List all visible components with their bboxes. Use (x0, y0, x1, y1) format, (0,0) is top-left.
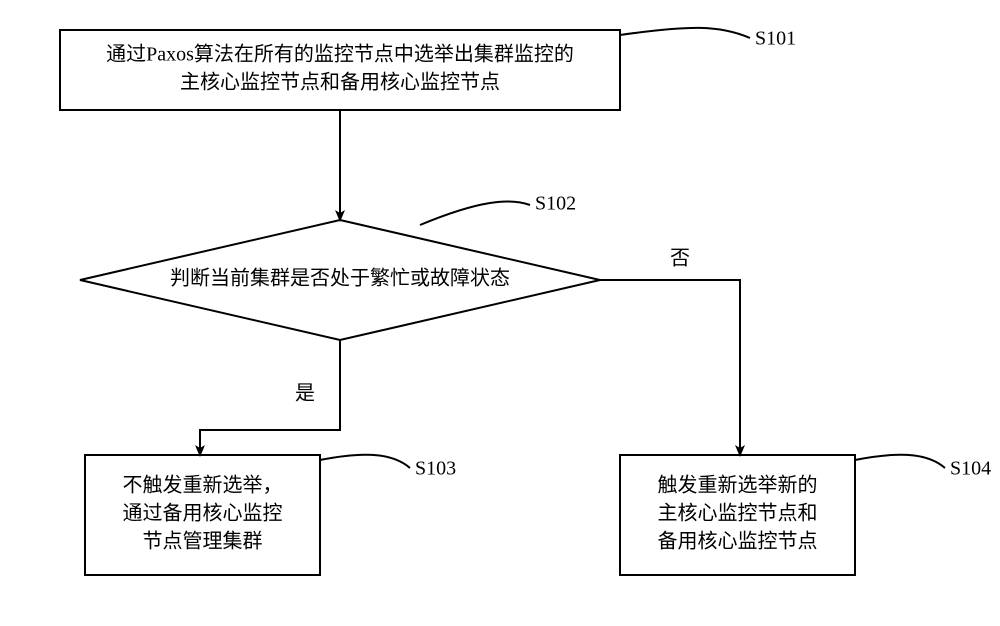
callout-n3 (320, 455, 410, 468)
node-n3-text-line-2: 节点管理集群 (143, 530, 263, 553)
flowchart-diagram: 通过Paxos算法在所有的监控节点中选举出集群监控的主核心监控节点和备用核心监控… (0, 0, 1000, 626)
node-n1-text-line-0: 通过Paxos算法在所有的监控节点中选举出集群监控的 (106, 43, 574, 66)
node-n1-text-line-1: 主核心监控节点和备用核心监控节点 (180, 71, 500, 94)
node-n1 (60, 30, 620, 110)
edge-label-2: 否 (670, 248, 690, 270)
node-n2-text-line-0: 判断当前集群是否处于繁忙或故障状态 (170, 267, 510, 290)
node-n4-text-line-2: 备用核心监控节点 (658, 530, 818, 553)
step-label-n4: S104 (950, 458, 991, 480)
node-n4-text-line-1: 主核心监控节点和 (658, 502, 818, 525)
step-label-n3: S103 (415, 458, 456, 480)
callout-n1 (620, 28, 750, 38)
callout-n2 (420, 202, 530, 225)
edge-n2-n3 (200, 340, 340, 455)
edge-n2-n4 (600, 280, 740, 455)
step-label-n1: S101 (755, 28, 796, 50)
callout-n4 (855, 455, 945, 468)
edge-label-1: 是 (295, 383, 315, 405)
node-n4-text-line-0: 触发重新选举新的 (658, 474, 818, 497)
node-n3-text-line-0: 不触发重新选举， (123, 474, 283, 497)
step-label-n2: S102 (535, 193, 576, 215)
node-n3-text-line-1: 通过备用核心监控 (123, 502, 283, 525)
